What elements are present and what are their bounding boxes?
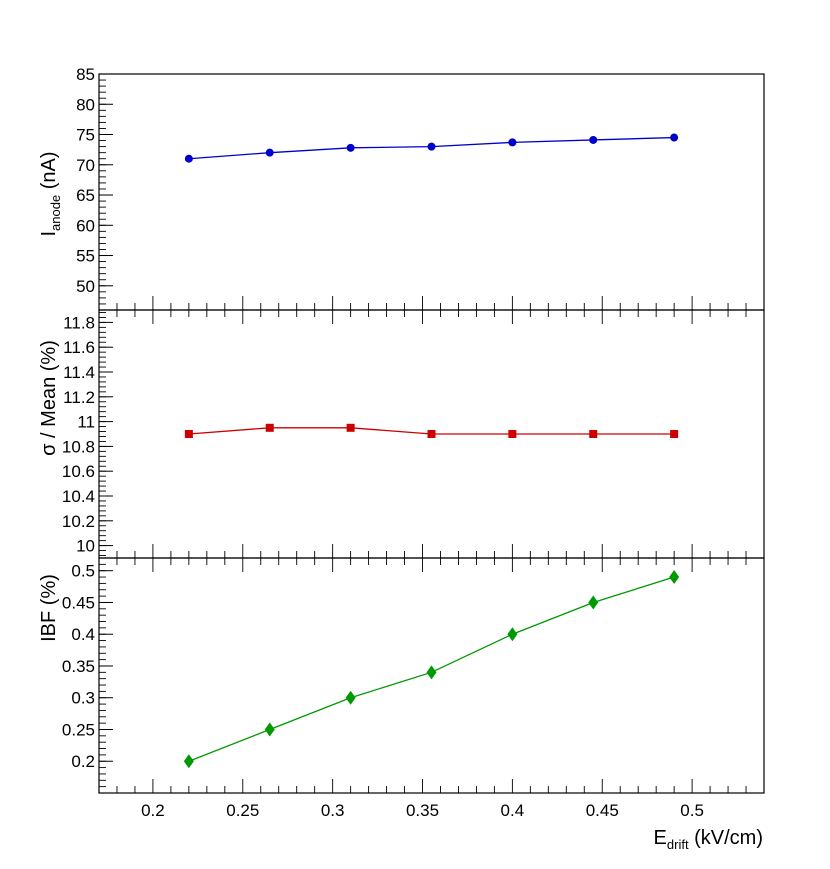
ibf-frame [98, 557, 765, 794]
resolution-ytick-label: 11.4 [63, 363, 95, 382]
anode-current-ytick-label: 60 [76, 216, 95, 235]
ibf-ytick-label: 0.2 [71, 752, 95, 771]
resolution-panel: 10 10.2 10.4 10.6 10.8 11 11.2 11.4 11.6 11.8 [62, 309, 765, 559]
resolution-point [670, 430, 679, 438]
resolution-ytick-label: 11 [77, 413, 95, 432]
anode-current-ytick-label: 50 [76, 277, 95, 296]
ibf-point [588, 595, 599, 610]
resolution-point [589, 430, 598, 438]
ibf-point [507, 627, 518, 642]
ibf-ytick-label: 0.5 [71, 562, 95, 581]
resolution-ytick-label: 10.4 [62, 487, 95, 506]
ibf-ytick-label: 0.3 [71, 689, 95, 708]
anode-current-ytick-label: 85 [76, 65, 95, 84]
x-tick-label: 0.2 [141, 801, 165, 820]
ibf-point [345, 690, 356, 705]
anode-current-ytick-label: 65 [76, 186, 95, 205]
anode-current-point [346, 143, 355, 152]
resolution-ytick-label: 11.6 [63, 338, 95, 357]
x-tick-label: 0.5 [680, 801, 704, 820]
x-axis-title: Edrift (kV/cm) [654, 827, 763, 852]
ibf-point [183, 754, 194, 769]
anode-current-ytick-label: 80 [76, 95, 95, 114]
resolution-ytick-label: 11.8 [63, 313, 95, 332]
resolution-y-title: σ / Mean (%) [38, 340, 60, 456]
ibf-ytick-label: 0.4 [71, 625, 95, 644]
ibf-y-title: IBF (%) [38, 574, 60, 642]
anode-current-point [184, 154, 193, 163]
x-tick-label: 0.4 [501, 801, 525, 820]
ibf-ytick-label: 0.45 [62, 593, 95, 612]
resolution-point [427, 430, 436, 438]
x-tick-label: 0.3 [321, 801, 345, 820]
resolution-point [265, 423, 274, 432]
ibf-ytick-label: 0.35 [62, 657, 95, 676]
anode-current-point [589, 135, 598, 144]
x-tick-label: 0.35 [406, 801, 439, 820]
resolution-ytick-label: 10.6 [62, 462, 95, 481]
ibf-point [669, 570, 680, 585]
resolution-ytick-label: 10 [76, 537, 95, 556]
resolution-point [346, 423, 355, 432]
anode-current-y-title: Ianode (nA) [38, 151, 63, 236]
anode-current-ytick-label: 75 [76, 126, 95, 145]
x-tick-label: 0.45 [586, 801, 619, 820]
anode-current-point [508, 138, 517, 147]
resolution-point [508, 430, 517, 438]
anode-current-frame [98, 73, 765, 311]
resolution-point [184, 430, 193, 438]
resolution-ytick-label: 10.8 [62, 437, 95, 456]
x-tick-label: 0.25 [226, 801, 259, 820]
anode-current-point [427, 142, 436, 151]
anode-current-ytick-label: 70 [76, 156, 95, 175]
resolution-ytick-label: 10.2 [62, 512, 95, 531]
anode-current-ytick-label: 55 [76, 247, 95, 266]
resolution-ytick-label: 11.2 [63, 388, 95, 407]
anode-current-point [265, 148, 274, 157]
anode-current-panel: 50 55 60 65 70 75 80 85 [76, 65, 765, 311]
ibf-ytick-label: 0.25 [62, 720, 95, 739]
ibf-panel: 0.2 0.25 0.3 0.35 0.4 0.45 0.5 [62, 557, 765, 794]
anode-current-point [670, 133, 679, 142]
ibf-point [264, 722, 275, 737]
ibf-point [426, 665, 437, 680]
